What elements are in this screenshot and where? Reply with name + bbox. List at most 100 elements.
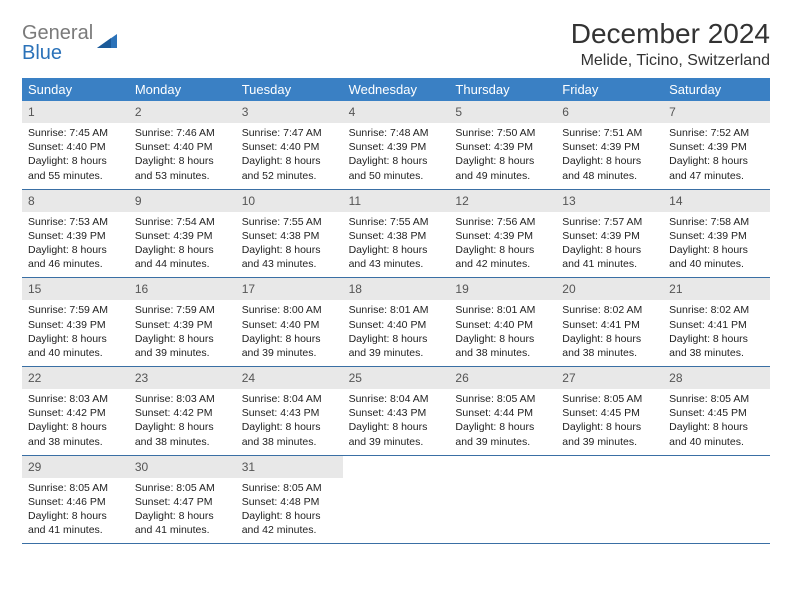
daylight-line-2: and 38 minutes.: [28, 435, 123, 449]
calendar-day-cell: 21Sunrise: 8:02 AMSunset: 4:41 PMDayligh…: [663, 278, 770, 366]
daylight-line-1: Daylight: 8 hours: [242, 243, 337, 257]
sunrise-line: Sunrise: 8:03 AM: [28, 392, 123, 406]
weekday-header-row: SundayMondayTuesdayWednesdayThursdayFrid…: [22, 78, 770, 101]
sunset-line: Sunset: 4:43 PM: [349, 406, 444, 420]
weekday-label: Thursday: [449, 78, 556, 101]
weekday-label: Saturday: [663, 78, 770, 101]
daylight-line-2: and 39 minutes.: [455, 435, 550, 449]
calendar-day-cell: 6Sunrise: 7:51 AMSunset: 4:39 PMDaylight…: [556, 101, 663, 189]
day-number-band: 21: [663, 278, 770, 300]
location-text: Melide, Ticino, Switzerland: [571, 52, 770, 70]
calendar-day-cell: 10 Sunrise: 7:55 AMSunset: 4:38 PMDayligh…: [236, 190, 343, 278]
day-number: 10: [242, 194, 255, 208]
day-details: Sunrise: 8:03 AMSunset: 4:42 PMDaylight:…: [22, 389, 129, 455]
sunrise-line: Sunrise: 7:52 AM: [669, 126, 764, 140]
sunrise-line: Sunrise: 8:01 AM: [349, 303, 444, 317]
calendar-week-row: 15Sunrise: 7:59 AMSunset: 4:39 PMDayligh…: [22, 278, 770, 367]
sunset-line: Sunset: 4:45 PM: [562, 406, 657, 420]
sunset-line: Sunset: 4:39 PM: [135, 229, 230, 243]
day-number: 29: [28, 460, 41, 474]
sunset-line: Sunset: 4:38 PM: [349, 229, 444, 243]
day-number: 23: [135, 371, 148, 385]
page-title: December 2024: [571, 18, 770, 50]
day-number-band: 16: [129, 278, 236, 300]
day-number: 31: [242, 460, 255, 474]
sunset-line: Sunset: 4:43 PM: [242, 406, 337, 420]
day-number-band: 26: [449, 367, 556, 389]
daylight-line-1: Daylight: 8 hours: [242, 154, 337, 168]
calendar-day-cell: 5Sunrise: 7:50 AMSunset: 4:39 PMDaylight…: [449, 101, 556, 189]
calendar-day-cell: 15Sunrise: 7:59 AMSunset: 4:39 PMDayligh…: [22, 278, 129, 366]
day-details: Sunrise: 7:56 AMSunset: 4:39 PMDaylight:…: [449, 212, 556, 278]
calendar-day-cell: 28Sunrise: 8:05 AMSunset: 4:45 PMDayligh…: [663, 367, 770, 455]
daylight-line-1: Daylight: 8 hours: [455, 332, 550, 346]
daylight-line-2: and 39 minutes.: [242, 346, 337, 360]
day-details: Sunrise: 7:48 AMSunset: 4:39 PMDaylight:…: [343, 123, 450, 189]
calendar-day-cell: 4Sunrise: 7:48 AMSunset: 4:39 PMDaylight…: [343, 101, 450, 189]
day-number-band: 2: [129, 101, 236, 123]
weekday-label: Wednesday: [343, 78, 450, 101]
day-number-band: 19: [449, 278, 556, 300]
day-number: 16: [135, 282, 148, 296]
brand-triangle-icon: [97, 32, 119, 50]
calendar-day-cell: 31Sunrise: 8:05 AMSunset: 4:48 PMDayligh…: [236, 456, 343, 544]
day-number-band: 6: [556, 101, 663, 123]
daylight-line-2: and 43 minutes.: [242, 257, 337, 271]
header: General Blue December 2024 Melide, Ticin…: [22, 18, 770, 70]
daylight-line-1: Daylight: 8 hours: [669, 154, 764, 168]
day-details: Sunrise: 7:47 AMSunset: 4:40 PMDaylight:…: [236, 123, 343, 189]
calendar-day-cell: 29Sunrise: 8:05 AMSunset: 4:46 PMDayligh…: [22, 456, 129, 544]
day-number: 22: [28, 371, 41, 385]
sunrise-line: Sunrise: 7:47 AM: [242, 126, 337, 140]
weekday-label: Friday: [556, 78, 663, 101]
weekday-label: Monday: [129, 78, 236, 101]
day-number: 12: [455, 194, 468, 208]
sunset-line: Sunset: 4:48 PM: [242, 495, 337, 509]
day-number: 26: [455, 371, 468, 385]
day-number-band: 9: [129, 190, 236, 212]
daylight-line-2: and 41 minutes.: [562, 257, 657, 271]
sunrise-line: Sunrise: 8:05 AM: [562, 392, 657, 406]
daylight-line-1: Daylight: 8 hours: [562, 154, 657, 168]
daylight-line-1: Daylight: 8 hours: [349, 332, 444, 346]
calendar-day-cell: 11Sunrise: 7:55 AMSunset: 4:38 PMDayligh…: [343, 190, 450, 278]
day-details: Sunrise: 8:00 AMSunset: 4:40 PMDaylight:…: [236, 300, 343, 366]
day-number: 7: [669, 105, 676, 119]
sunrise-line: Sunrise: 8:00 AM: [242, 303, 337, 317]
day-number-band: 11: [343, 190, 450, 212]
calendar-day-cell: 9Sunrise: 7:54 AMSunset: 4:39 PMDaylight…: [129, 190, 236, 278]
daylight-line-1: Daylight: 8 hours: [28, 154, 123, 168]
sunset-line: Sunset: 4:39 PM: [28, 229, 123, 243]
daylight-line-2: and 38 minutes.: [669, 346, 764, 360]
sunrise-line: Sunrise: 7:55 AM: [242, 215, 337, 229]
calendar-week-row: 29Sunrise: 8:05 AMSunset: 4:46 PMDayligh…: [22, 456, 770, 545]
sunrise-line: Sunrise: 8:05 AM: [455, 392, 550, 406]
sunset-line: Sunset: 4:38 PM: [242, 229, 337, 243]
daylight-line-2: and 41 minutes.: [28, 523, 123, 537]
daylight-line-1: Daylight: 8 hours: [455, 154, 550, 168]
sunrise-line: Sunrise: 8:02 AM: [669, 303, 764, 317]
daylight-line-2: and 39 minutes.: [135, 346, 230, 360]
sunset-line: Sunset: 4:39 PM: [349, 140, 444, 154]
day-number: 3: [242, 105, 249, 119]
calendar-day-cell: 13Sunrise: 7:57 AMSunset: 4:39 PMDayligh…: [556, 190, 663, 278]
sunset-line: Sunset: 4:40 PM: [349, 318, 444, 332]
calendar-empty-cell: [343, 456, 450, 544]
day-number: 8: [28, 194, 35, 208]
daylight-line-2: and 40 minutes.: [669, 257, 764, 271]
day-number: 30: [135, 460, 148, 474]
sunrise-line: Sunrise: 8:04 AM: [242, 392, 337, 406]
brand-word-2: Blue: [22, 44, 93, 62]
calendar-day-cell: 17Sunrise: 8:00 AMSunset: 4:40 PMDayligh…: [236, 278, 343, 366]
daylight-line-2: and 41 minutes.: [135, 523, 230, 537]
day-number-band: 13: [556, 190, 663, 212]
calendar-day-cell: 30Sunrise: 8:05 AMSunset: 4:47 PMDayligh…: [129, 456, 236, 544]
day-details: Sunrise: 7:50 AMSunset: 4:39 PMDaylight:…: [449, 123, 556, 189]
sunrise-line: Sunrise: 8:05 AM: [242, 481, 337, 495]
title-block: December 2024 Melide, Ticino, Switzerlan…: [571, 18, 770, 70]
sunrise-line: Sunrise: 8:05 AM: [669, 392, 764, 406]
day-number: 6: [562, 105, 569, 119]
sunrise-line: Sunrise: 7:46 AM: [135, 126, 230, 140]
weekday-label: Tuesday: [236, 78, 343, 101]
sunrise-line: Sunrise: 7:45 AM: [28, 126, 123, 140]
